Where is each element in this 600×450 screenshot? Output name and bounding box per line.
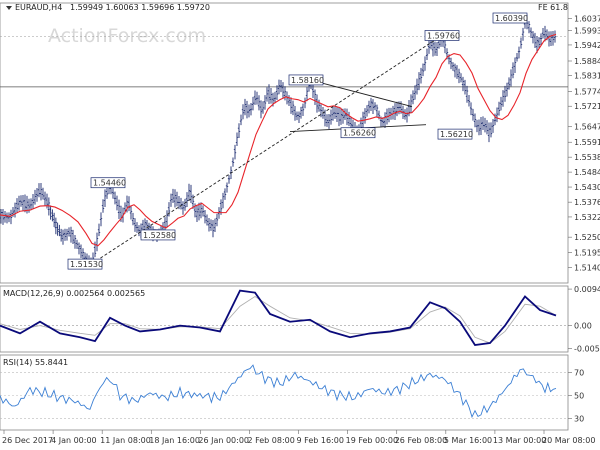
price-tick-label: 1.58314 — [574, 72, 600, 81]
price-tick-label: 1.54842 — [574, 168, 600, 177]
swing-label-text: 1.52580 — [143, 231, 176, 240]
rsi-plot — [0, 364, 568, 419]
rsi-panel-frame — [0, 354, 569, 431]
symbol-dropdown-icon[interactable] — [6, 6, 12, 10]
macd-label: MACD(12,26,9) 0.002564 0.002565 — [3, 289, 145, 298]
swing-label-box — [90, 177, 126, 189]
rsi-tick-label: 70 — [574, 368, 584, 377]
macd-panel-frame — [0, 285, 569, 353]
rsi-line — [0, 364, 557, 419]
rsi-axis: 70 50 30 — [568, 368, 584, 423]
swing-label-box — [340, 127, 376, 139]
swing-label-text: 1.60390 — [495, 14, 528, 23]
price-axis: 1.60375 1.59935 1.59420 1.58842 1.58314 1.577… — [568, 14, 600, 273]
moving-average-line — [0, 33, 557, 247]
fib-label: FE 61.8 — [538, 3, 568, 12]
macd-tick-label: 0.009407 — [574, 285, 600, 294]
time-tick-label: 26 Dec 2017 — [2, 436, 53, 445]
price-tick-label: 1.54304 — [574, 183, 600, 192]
time-tick-label: 18 Jan 16:00 — [149, 436, 200, 445]
price-tick-label: 1.60375 — [574, 14, 600, 23]
price-tick-label: 1.52500 — [574, 233, 600, 242]
time-tick-label: 2 Feb 08:00 — [247, 436, 294, 445]
macd-line — [0, 289, 557, 346]
price-plot — [0, 14, 568, 269]
rsi-tick-label: 30 — [574, 414, 584, 423]
time-tick-label: 26 Feb 08:00 — [395, 436, 447, 445]
price-tick-label: 1.51952 — [574, 248, 600, 257]
swing-label-text: 1.58160 — [291, 76, 324, 85]
macd-signal-line — [0, 295, 557, 344]
time-tick-label: 20 Mar 08:00 — [542, 436, 595, 445]
price-tick-label: 1.57746 — [574, 87, 600, 96]
swing-label-text: 1.56210 — [440, 130, 473, 139]
price-tick-label: 1.55918 — [574, 138, 600, 147]
macd-tick-label: 0.00 — [574, 322, 592, 331]
price-tick-label: 1.59420 — [574, 41, 600, 50]
trendline — [309, 79, 413, 108]
price-tick-label: 1.53760 — [574, 198, 600, 207]
macd-tick-label: -0.00594 — [574, 345, 600, 354]
rsi-tick-label: 50 — [574, 391, 584, 400]
swing-label-box — [140, 229, 176, 241]
price-tick-label: 1.58842 — [574, 57, 600, 66]
time-tick-label: 19 Feb 00:00 — [346, 436, 398, 445]
swing-labels: 1.51530 1.54460 1.52580 1.58160 1.56260 1.597… — [67, 12, 528, 270]
time-tick-label: 13 Mar 00:00 — [493, 436, 546, 445]
swing-label-box — [67, 258, 103, 270]
time-tick-label: 11 Jan 08:00 — [100, 436, 151, 445]
macd-axis: 0.009407 0.00 -0.00594 — [568, 285, 600, 354]
price-tick-label: 1.56476 — [574, 123, 600, 132]
swing-label-text: 1.54460 — [93, 179, 126, 188]
swing-label-box — [492, 12, 528, 24]
time-tick-label: 4 Jan 00:00 — [51, 436, 97, 445]
price-tick-label: 1.57214 — [574, 102, 600, 111]
swing-label-box — [437, 128, 473, 140]
price-tick-label: 1.53228 — [574, 213, 600, 222]
time-tick-label: 26 Jan 00:00 — [198, 436, 249, 445]
price-tick-label: 1.59935 — [574, 27, 600, 36]
swing-label-text: 1.51530 — [70, 260, 103, 269]
macd-plot — [0, 289, 568, 346]
ohlc-values: 1.59949 1.60063 1.59696 1.59720 — [70, 3, 210, 12]
price-tick-label: 1.51404 — [574, 264, 600, 273]
price-tick-label: 1.55380 — [574, 153, 600, 162]
watermark: ActionForex.com — [48, 25, 206, 47]
time-tick-label: 5 Mar 16:00 — [444, 436, 492, 445]
rsi-label: RSI(14) 55.8441 — [3, 358, 68, 367]
swing-label-text: 1.56260 — [343, 129, 376, 138]
swing-label-box — [424, 30, 460, 41]
swing-label-box — [288, 74, 324, 86]
price-panel-frame — [0, 2, 569, 284]
time-tick-label: 9 Feb 16:00 — [297, 436, 344, 445]
swing-label-text: 1.59760 — [427, 32, 460, 41]
symbol-label: EURAUD,H4 — [15, 3, 62, 12]
